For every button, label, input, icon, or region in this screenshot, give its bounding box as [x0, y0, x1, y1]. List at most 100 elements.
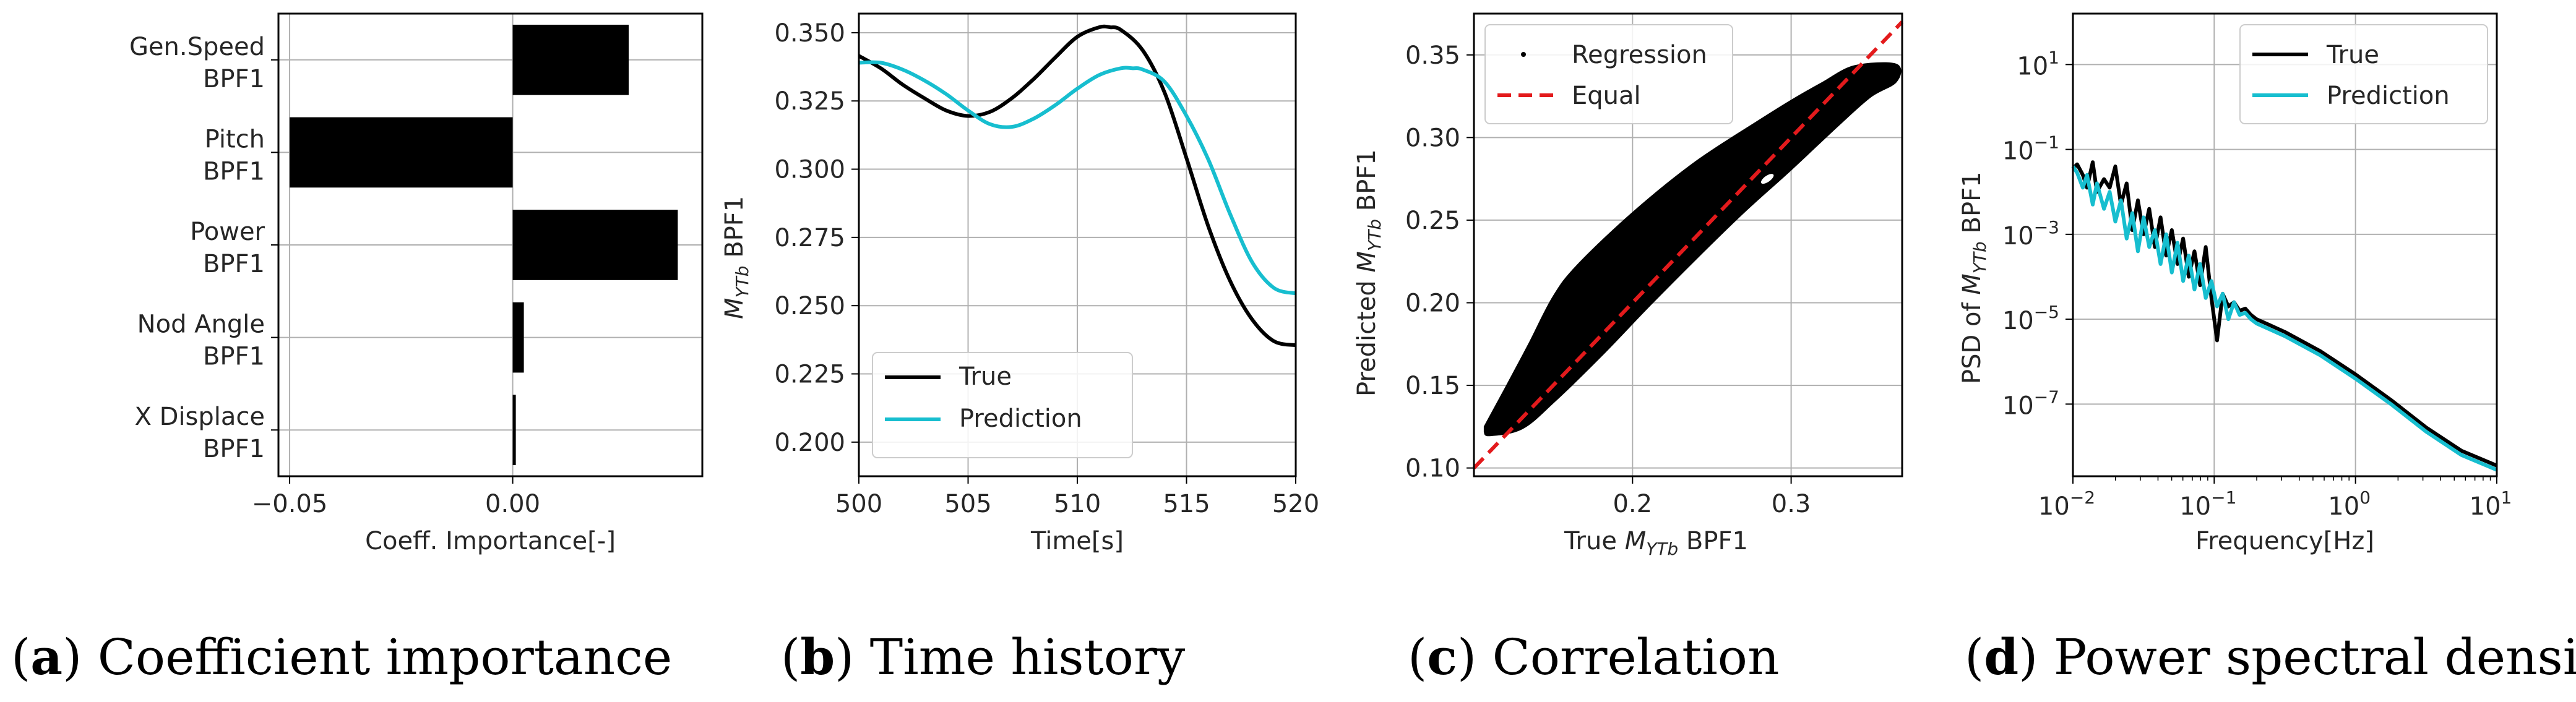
- ytick-exp: −3: [2034, 217, 2059, 238]
- legend-box: [2239, 24, 2488, 124]
- ytick-label: 10−3: [2002, 217, 2059, 250]
- ytick-label: Gen.Speed: [129, 33, 265, 61]
- x-axis-label-suffix: BPF1: [1678, 527, 1748, 555]
- ytick-label: 0.275: [774, 224, 845, 252]
- legend-label: True: [2326, 41, 2379, 69]
- ytick-label: 0.35: [1405, 41, 1460, 70]
- y-axis-label-subscript: YTb: [1970, 241, 1990, 273]
- ytick-base: 10: [2002, 222, 2034, 250]
- ytick-label: 0.25: [1405, 207, 1460, 235]
- y-axis-label: PSD of MYTb BPF1: [1958, 171, 1990, 384]
- ytick-exp: −7: [2034, 387, 2059, 407]
- y-axis-label-prefix: Predicted: [1353, 273, 1381, 397]
- ytick-label: BPF1: [203, 157, 265, 186]
- ytick-label: 0.225: [774, 361, 845, 389]
- ytick-label: BPF1: [203, 250, 265, 278]
- legend-label: Prediction: [959, 405, 1082, 433]
- ytick-base: 10: [2017, 52, 2048, 80]
- ytick-label: 0.20: [1405, 289, 1460, 318]
- y-axis-label-prefix: PSD of: [1958, 295, 1986, 384]
- xtick-label: 500: [835, 490, 882, 518]
- regression-scatter: [1483, 62, 1902, 437]
- ytick-label: 0.10: [1405, 455, 1460, 483]
- xtick-label: −0.05: [252, 490, 328, 518]
- ytick-label: Pitch: [205, 125, 265, 153]
- caption-letter: d: [1984, 628, 2018, 686]
- xtick-label: 10−1: [2179, 487, 2236, 521]
- caption-b: (b) Time history: [781, 628, 1185, 686]
- y-axis-label: MYTb BPF1: [720, 196, 752, 319]
- x-axis-label-symbol: M: [1625, 527, 1647, 555]
- ytick-exp: 1: [2048, 47, 2059, 67]
- xtick-label: 515: [1163, 490, 1210, 518]
- xtick-exp: −2: [2070, 487, 2095, 508]
- ytick-label: 0.30: [1405, 124, 1460, 152]
- legend-swatch-regression: [1521, 52, 1526, 57]
- xtick-exp: −1: [2211, 487, 2236, 508]
- legend-label: Prediction: [2327, 82, 2450, 110]
- xtick-label: 0.3: [1772, 490, 1811, 518]
- x-axis-label: Frequency[Hz]: [2195, 527, 2374, 555]
- y-axis-label-symbol: M: [720, 297, 749, 319]
- ytick-exp: −1: [2034, 132, 2059, 153]
- xtick-label: 0.00: [485, 490, 540, 518]
- panel-a: Gen.Speed BPF1 Pitch BPF1 Power BPF1 Nod Angle…: [129, 12, 704, 555]
- ytick-label: 0.325: [774, 87, 845, 116]
- ytick-label: Nod Angle: [137, 310, 265, 339]
- xtick-label: 100: [2328, 487, 2371, 521]
- legend-label: True: [958, 362, 1012, 391]
- caption-letter: a: [30, 628, 62, 686]
- ytick-label: 0.200: [774, 429, 845, 457]
- ytick-label: 10−5: [2002, 302, 2059, 335]
- ytick-label: 10−1: [2002, 132, 2059, 166]
- xtick-base: 10: [2179, 492, 2211, 521]
- x-axis-label: True MYTb BPF1: [1564, 527, 1748, 559]
- bar: [512, 24, 629, 95]
- x-axis-label-prefix: True: [1564, 527, 1625, 555]
- y-axis-label-suffix: BPF1: [1353, 149, 1381, 219]
- series-line-prediction: [858, 60, 1296, 296]
- ytick-base: 10: [2002, 307, 2034, 335]
- ytick-base: 10: [2002, 392, 2034, 420]
- caption-a: (a) Coefficient importance: [11, 628, 672, 686]
- legend-box: [1484, 24, 1733, 124]
- ytick-exp: −5: [2034, 302, 2059, 322]
- ytick-label: 0.15: [1405, 372, 1460, 400]
- y-axis-label: Predicted MYTb BPF1: [1353, 149, 1385, 396]
- xtick-base: 10: [2470, 492, 2501, 521]
- caption-d: (d) Power spectral density: [1965, 628, 2576, 686]
- y-axis-label-subscript: YTb: [1364, 219, 1385, 251]
- caption-letter: c: [1427, 628, 1457, 686]
- panel-c: 0.10 0.15 0.20 0.25 0.30 0.35 0.2 0.3 True MYTb …: [1353, 12, 1904, 559]
- caption-text: ) Coefficient importance: [62, 628, 672, 686]
- legend-label: Equal: [1572, 82, 1641, 110]
- x-axis-label-subscript: YTb: [1646, 539, 1678, 559]
- bar: [512, 302, 524, 373]
- equal-line: [1472, 20, 1904, 469]
- y-axis-label-symbol: M: [1353, 251, 1381, 273]
- y-axis-label-suffix: BPF1: [1958, 171, 1986, 241]
- ytick-label: 0.350: [774, 19, 845, 48]
- xtick-base: 10: [2038, 492, 2070, 521]
- caption-open: (: [1965, 628, 1984, 686]
- xtick-label: 0.2: [1613, 490, 1652, 518]
- x-axis-label: Coeff. Importance[-]: [365, 527, 616, 555]
- caption-open: (: [1408, 628, 1427, 686]
- y-axis-label-symbol: M: [1958, 273, 1986, 295]
- caption-open: (: [781, 628, 800, 686]
- xtick-exp: 1: [2501, 487, 2512, 508]
- caption-text: ) Power spectral density: [2018, 628, 2576, 686]
- series-line-true: [2071, 160, 2498, 468]
- ytick-label: Power: [190, 218, 265, 246]
- bar: [512, 210, 678, 280]
- panel-c-frame: [1473, 12, 1903, 477]
- x-axis-label: Time[s]: [1030, 527, 1124, 555]
- xtick-label: 505: [944, 490, 991, 518]
- caption-text: ) Time history: [835, 628, 1185, 686]
- series-line-true: [858, 24, 1296, 348]
- caption-letter: b: [800, 628, 835, 686]
- caption-c: (c) Correlation: [1408, 628, 1779, 686]
- ytick-label: X Displace: [135, 403, 265, 431]
